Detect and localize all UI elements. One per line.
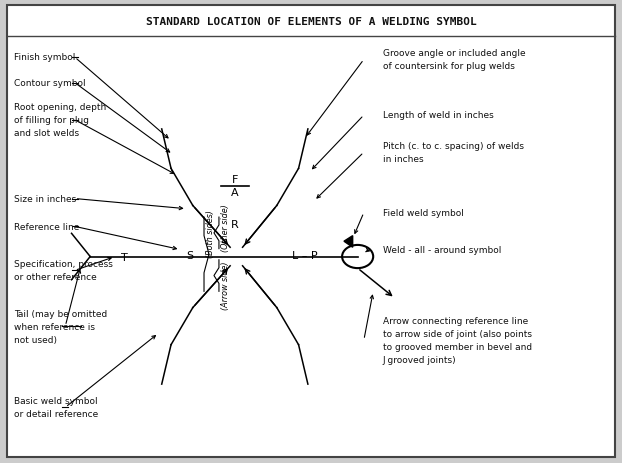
Text: (Both sides): (Both sides) [206, 210, 215, 258]
Text: Finish symbol: Finish symbol [14, 53, 75, 63]
Text: to arrow side of joint (also points: to arrow side of joint (also points [383, 329, 532, 338]
Text: or detail reference: or detail reference [14, 409, 98, 419]
Text: Weld - all - around symbol: Weld - all - around symbol [383, 245, 501, 255]
Text: Basic weld symbol: Basic weld symbol [14, 396, 97, 406]
Text: Pitch (c. to c. spacing) of welds: Pitch (c. to c. spacing) of welds [383, 142, 524, 151]
Text: R: R [231, 219, 239, 230]
Polygon shape [344, 236, 353, 248]
Text: S: S [186, 250, 193, 261]
Text: (Arrow side): (Arrow side) [221, 261, 230, 309]
Text: when reference is: when reference is [14, 322, 95, 331]
Text: L – P: L – P [292, 250, 318, 261]
Text: of filling for plug: of filling for plug [14, 116, 89, 125]
Text: Reference line: Reference line [14, 222, 79, 232]
Text: Tail (may be omitted: Tail (may be omitted [14, 309, 107, 318]
Text: and slot welds: and slot welds [14, 129, 79, 138]
Text: Specification, process: Specification, process [14, 260, 113, 269]
Text: Size in inches: Size in inches [14, 194, 76, 204]
Text: of countersink for plug welds: of countersink for plug welds [383, 62, 514, 71]
Text: not used): not used) [14, 335, 57, 344]
Text: Root opening, depth: Root opening, depth [14, 103, 106, 112]
Text: A: A [231, 187, 239, 197]
Text: J grooved joints): J grooved joints) [383, 355, 456, 364]
Text: Length of weld in inches: Length of weld in inches [383, 111, 493, 120]
Text: Groove angle or included angle: Groove angle or included angle [383, 49, 525, 58]
Text: in inches: in inches [383, 155, 423, 164]
FancyBboxPatch shape [7, 6, 615, 457]
Text: T: T [121, 252, 128, 262]
Text: Field weld symbol: Field weld symbol [383, 208, 463, 218]
Text: STANDARD LOCATION OF ELEMENTS OF A WELDING SYMBOL: STANDARD LOCATION OF ELEMENTS OF A WELDI… [146, 17, 476, 27]
Text: (Other side): (Other side) [221, 204, 230, 251]
Text: Arrow connecting reference line: Arrow connecting reference line [383, 316, 528, 325]
Text: to grooved member in bevel and: to grooved member in bevel and [383, 342, 532, 351]
Text: or other reference: or other reference [14, 273, 96, 282]
Text: F: F [232, 175, 238, 185]
Text: Contour symbol: Contour symbol [14, 79, 85, 88]
